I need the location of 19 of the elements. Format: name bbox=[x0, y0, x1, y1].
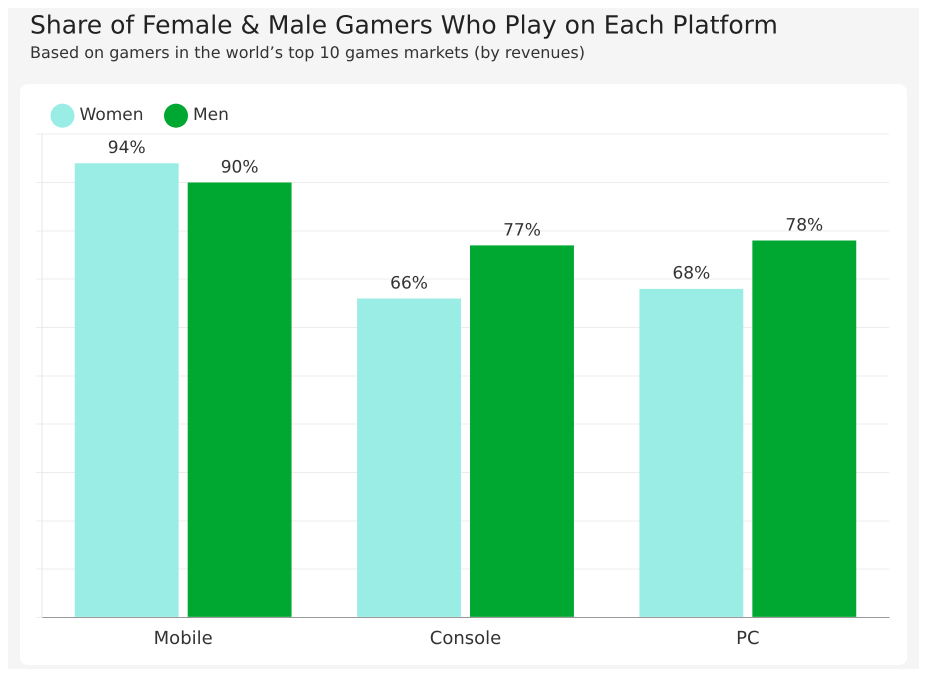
data-label: 66% bbox=[390, 273, 428, 294]
data-label: 77% bbox=[503, 220, 541, 240]
x-tick-label: Mobile bbox=[154, 628, 213, 649]
legend-label: Men bbox=[193, 105, 229, 126]
x-tick-label: PC bbox=[736, 628, 760, 649]
bar bbox=[188, 182, 292, 617]
bar bbox=[752, 240, 856, 617]
legend-label: Women bbox=[80, 105, 144, 126]
data-label: 90% bbox=[220, 157, 259, 178]
bar bbox=[74, 163, 179, 617]
bar bbox=[357, 298, 461, 617]
chart-title: Share of Female & Male Gamers Who Play on Each Platform bbox=[30, 10, 778, 40]
data-label: 78% bbox=[785, 215, 824, 236]
data-label: 68% bbox=[672, 264, 710, 284]
bar bbox=[470, 245, 574, 617]
data-label: 94% bbox=[108, 138, 146, 158]
bar bbox=[639, 288, 744, 617]
chart-subtitle: Based on gamers in the world’s top 10 games markets (by revenues) bbox=[30, 42, 585, 62]
x-tick-label: Console bbox=[430, 628, 502, 649]
